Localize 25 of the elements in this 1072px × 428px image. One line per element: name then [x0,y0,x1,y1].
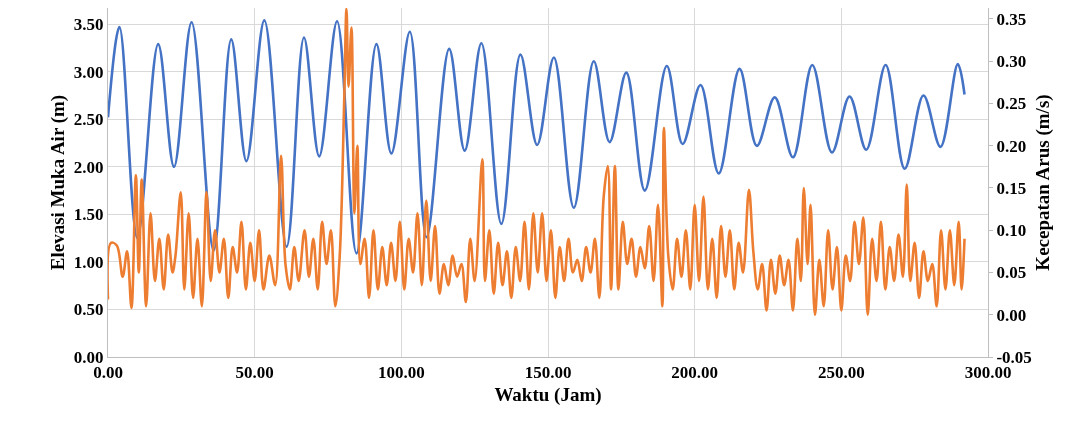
y2-tick-label: 0.15 [996,178,1027,198]
y-tick-label: 3.00 [73,62,104,82]
y2-tick-label: 0.30 [996,52,1027,72]
x-axis-title: Waktu (Jam) [494,384,602,407]
y2-tick-label: 0.25 [996,94,1027,114]
x-tick-label: 250.00 [817,363,865,383]
y-tick-label: 1.50 [73,205,104,225]
y-tick-label: 3.50 [73,15,104,35]
x-tick-label: 150.00 [524,363,572,383]
y-tick-label: 2.50 [73,110,104,130]
y2-tick-label: 0.10 [996,221,1027,241]
y-tick-label: 0.50 [73,300,104,320]
y2-tick-label: 0.05 [996,263,1027,283]
y2-tick-label: 0.35 [996,9,1027,29]
y2-tick-label: 0.20 [996,136,1027,156]
x-tick-label: 200.00 [671,363,719,383]
y2-axis-title: Kecepatan Arus (m/s) [1031,94,1054,271]
y2-tick-label: 0.00 [996,305,1027,325]
y-tick-label: 1.00 [73,252,104,272]
x-tick-label: 100.00 [377,363,425,383]
y-axis-title: Elevasi Muka Air (m) [46,94,69,271]
line-series [108,8,966,317]
x-tick-label: 50.00 [235,363,274,383]
line-series [108,19,966,255]
y-tick-label: 2.00 [73,157,104,177]
